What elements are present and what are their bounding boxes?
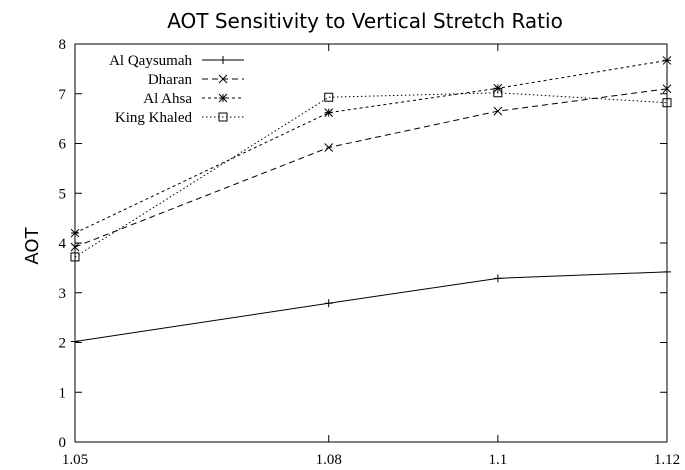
series-line — [74, 59, 668, 234]
y-axis-label: AOT — [22, 226, 43, 264]
y-tick-label: 4 — [59, 236, 67, 252]
square-marker — [662, 98, 672, 108]
x-tick-label: 1.05 — [62, 452, 88, 468]
cross-marker — [662, 84, 672, 94]
legend-label: Dharan — [148, 72, 193, 88]
star-marker — [662, 56, 672, 65]
plus-marker — [493, 274, 502, 283]
series-king-khaled — [70, 88, 672, 262]
star-marker — [218, 93, 228, 103]
x-tick-label: 1.08 — [316, 452, 342, 468]
cross-marker — [324, 143, 334, 152]
series-line — [74, 88, 668, 248]
y-tick-label: 7 — [59, 87, 67, 103]
legend-label: Al Ahsa — [143, 91, 192, 107]
chart-title: AOT Sensitivity to Vertical Stretch Rati… — [167, 9, 563, 33]
plus-marker — [324, 299, 333, 308]
square-marker — [70, 252, 80, 262]
x-tick-label: 1.1 — [488, 452, 507, 468]
square-marker — [324, 92, 334, 102]
plus-marker — [71, 337, 79, 346]
star-marker — [70, 228, 80, 238]
y-tick-label: 0 — [59, 435, 67, 451]
y-tick-label: 1 — [59, 385, 67, 401]
plus-marker — [663, 267, 671, 276]
series-line — [74, 92, 668, 258]
plus-marker — [219, 56, 227, 64]
cross-marker — [493, 106, 503, 116]
square-marker — [218, 112, 228, 122]
cross-marker — [218, 74, 228, 84]
y-tick-label: 2 — [59, 336, 67, 352]
y-tick-label: 8 — [59, 37, 67, 53]
series-dharan — [70, 84, 672, 252]
star-marker — [324, 108, 334, 118]
cross-marker — [70, 242, 80, 252]
series-al-qaysumah — [71, 267, 671, 346]
legend-label: Al Qaysumah — [109, 53, 192, 69]
series-line — [74, 271, 668, 342]
square-marker — [493, 88, 503, 98]
y-tick-label: 5 — [59, 186, 67, 202]
x-tick-label: 1.12 — [654, 452, 680, 468]
y-tick-label: 6 — [59, 137, 67, 153]
legend-label: King Khaled — [115, 110, 193, 126]
y-tick-label: 3 — [59, 286, 67, 302]
